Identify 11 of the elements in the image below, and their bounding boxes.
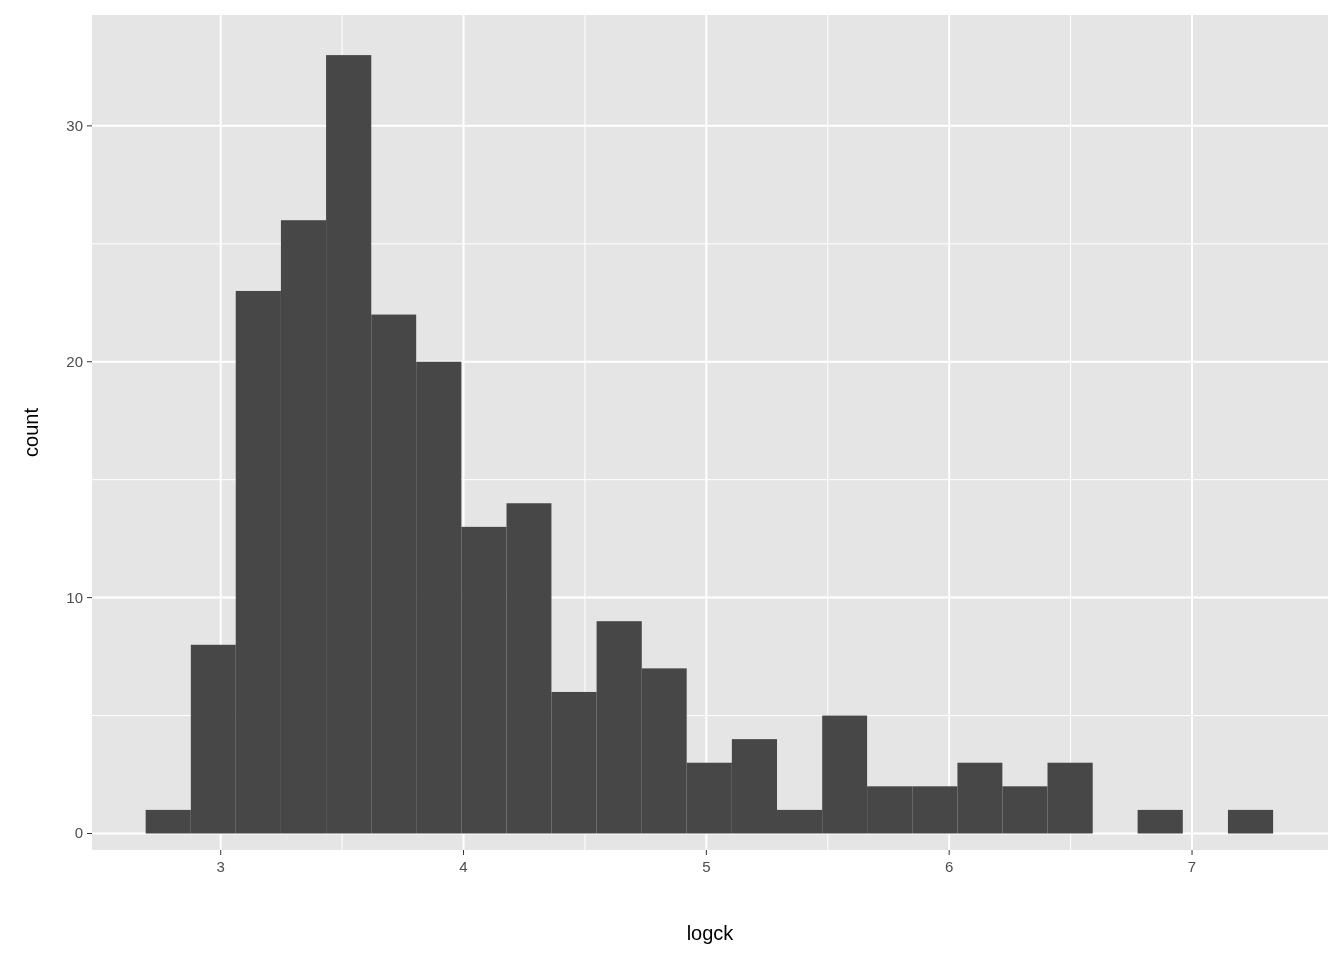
- x-tick-label: 7: [1187, 858, 1197, 875]
- x-tick-label: 5: [702, 858, 711, 875]
- x-tick-label: 3: [216, 858, 225, 875]
- x-tick-label: 6: [945, 858, 954, 875]
- x-tick-label: 4: [459, 858, 468, 875]
- y-axis-title: count: [20, 407, 42, 457]
- x-axis-title: logck: [686, 922, 735, 944]
- y-tick-label: 0: [74, 824, 83, 842]
- y-tick-label: 30: [66, 116, 83, 134]
- y-tick-label: 20: [66, 352, 83, 370]
- y-tick-label: 10: [66, 588, 83, 606]
